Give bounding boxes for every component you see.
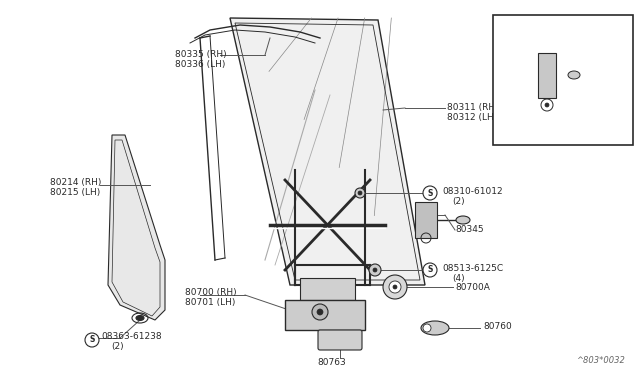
Polygon shape bbox=[230, 18, 425, 285]
Text: 08363-61238: 08363-61238 bbox=[101, 332, 162, 341]
Text: 80312 (LH): 80312 (LH) bbox=[447, 113, 497, 122]
Text: S: S bbox=[90, 336, 95, 344]
Text: 80345: 80345 bbox=[532, 123, 563, 133]
Circle shape bbox=[393, 285, 397, 289]
Circle shape bbox=[423, 263, 437, 277]
Text: 80763: 80763 bbox=[317, 358, 346, 367]
Circle shape bbox=[317, 309, 323, 315]
Text: (4): (4) bbox=[452, 274, 465, 283]
Bar bbox=[538, 53, 556, 98]
Circle shape bbox=[389, 281, 401, 293]
Text: S: S bbox=[428, 266, 433, 275]
Circle shape bbox=[85, 333, 99, 347]
Bar bbox=[300, 278, 355, 300]
Circle shape bbox=[355, 188, 365, 198]
Text: 80336 (LH): 80336 (LH) bbox=[175, 60, 225, 69]
Bar bbox=[493, 15, 633, 145]
Text: 08310-61012: 08310-61012 bbox=[442, 187, 502, 196]
Text: (2): (2) bbox=[452, 197, 465, 206]
Text: 3HB,C: 3HB,C bbox=[501, 23, 533, 33]
Text: S: S bbox=[428, 189, 433, 198]
Circle shape bbox=[358, 191, 362, 195]
Text: 80335 (RH): 80335 (RH) bbox=[175, 50, 227, 59]
Ellipse shape bbox=[568, 71, 580, 79]
Ellipse shape bbox=[456, 216, 470, 224]
Text: 80215 (LH): 80215 (LH) bbox=[50, 188, 100, 197]
Text: 80700A: 80700A bbox=[455, 283, 490, 292]
Circle shape bbox=[423, 186, 437, 200]
Ellipse shape bbox=[423, 324, 431, 332]
Circle shape bbox=[545, 103, 549, 107]
Ellipse shape bbox=[421, 321, 449, 335]
FancyBboxPatch shape bbox=[318, 330, 362, 350]
Text: 80701 (LH): 80701 (LH) bbox=[185, 298, 236, 307]
Text: 80214 (RH): 80214 (RH) bbox=[50, 178, 101, 187]
Text: 80345: 80345 bbox=[455, 225, 484, 234]
Polygon shape bbox=[108, 135, 165, 320]
Text: ^803*0032: ^803*0032 bbox=[576, 356, 625, 365]
Text: 80760: 80760 bbox=[483, 322, 512, 331]
Ellipse shape bbox=[136, 315, 144, 321]
Text: 80311 (RH): 80311 (RH) bbox=[447, 103, 499, 112]
Text: 08513-6125C: 08513-6125C bbox=[442, 264, 503, 273]
Bar bbox=[285, 300, 365, 330]
Text: 80700 (RH): 80700 (RH) bbox=[185, 288, 237, 297]
Circle shape bbox=[312, 304, 328, 320]
Bar bbox=[415, 202, 437, 238]
Circle shape bbox=[373, 268, 377, 272]
Text: (2): (2) bbox=[111, 342, 124, 351]
Circle shape bbox=[383, 275, 407, 299]
Circle shape bbox=[369, 264, 381, 276]
